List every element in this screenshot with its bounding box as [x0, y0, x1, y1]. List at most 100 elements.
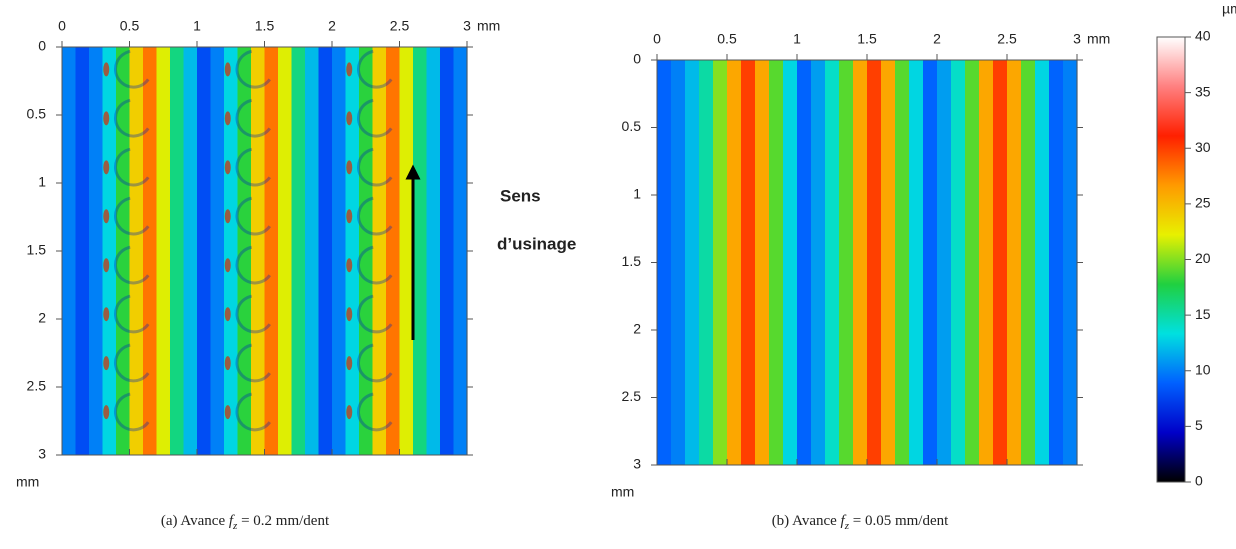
- height-strip: [755, 60, 770, 465]
- tool-mark: [346, 111, 353, 126]
- height-strip: [210, 47, 225, 455]
- tool-mark: [346, 209, 353, 224]
- height-strip: [440, 47, 455, 455]
- height-strip: [825, 60, 840, 465]
- caption-part: f: [841, 513, 847, 529]
- tool-mark: [235, 343, 271, 383]
- tool-mark: [224, 62, 231, 77]
- height-strip: [156, 47, 171, 455]
- y-unit: mm: [16, 474, 39, 490]
- height-strip: [89, 47, 104, 455]
- z-tick-label: 15: [1195, 306, 1211, 322]
- z-tick-label: 25: [1195, 195, 1211, 211]
- height-strip: [1049, 60, 1064, 465]
- height-strip: [853, 60, 868, 465]
- height-strip: [278, 47, 293, 455]
- height-strip: [965, 60, 980, 465]
- tool-mark: [103, 258, 110, 273]
- x-tick-label: 1.5: [857, 31, 877, 47]
- annotation: Sens: [500, 186, 541, 205]
- z-unit: µm: [1222, 1, 1236, 17]
- height-strip: [102, 47, 117, 455]
- height-strip: [993, 60, 1008, 465]
- height-strip: [783, 60, 798, 465]
- tool-mark: [235, 245, 271, 285]
- colorbar: 0 5 10 15 20 25 30 35 40 µm: [1156, 1, 1236, 489]
- tool-mark: [103, 62, 110, 77]
- height-strip: [318, 47, 333, 455]
- height-strip: [685, 60, 700, 465]
- height-strip: [170, 47, 185, 455]
- tool-mark: [224, 160, 231, 175]
- z-tick-label: 40: [1195, 28, 1211, 44]
- height-strip: [291, 47, 306, 455]
- height-strip: [797, 60, 812, 465]
- height-strip: [979, 60, 994, 465]
- y-tick-label: 1: [38, 174, 46, 190]
- height-strip: [224, 47, 239, 455]
- tool-mark: [346, 356, 353, 371]
- height-strip: [372, 47, 387, 455]
- z-tick-label: 10: [1195, 361, 1211, 377]
- y-tick-label: 2.5: [27, 378, 47, 394]
- y-unit: mm: [611, 484, 634, 500]
- height-strip: [197, 47, 212, 455]
- height-strip: [359, 47, 374, 455]
- tool-mark: [224, 405, 231, 420]
- tool-mark: [103, 405, 110, 420]
- tool-mark: [224, 111, 231, 126]
- tool-mark: [113, 98, 150, 138]
- height-strip: [62, 47, 77, 455]
- z-tick-label: 20: [1195, 250, 1211, 266]
- tool-mark: [356, 147, 393, 187]
- tool-mark: [346, 258, 353, 273]
- height-strip: [1035, 60, 1050, 465]
- tool-mark: [113, 196, 150, 236]
- height-strip: [237, 47, 252, 455]
- tool-mark: [356, 196, 393, 236]
- caption-part: = 0.2 mm/dent: [237, 513, 330, 529]
- tool-mark: [103, 209, 110, 224]
- height-strip: [332, 47, 347, 455]
- x-tick-label: 0: [653, 31, 661, 47]
- tool-mark: [356, 343, 393, 383]
- height-strip: [881, 60, 896, 465]
- tool-marks: [103, 49, 393, 432]
- height-strip: [699, 60, 714, 465]
- height-strip: [399, 47, 414, 455]
- caption-part: (b) Avance: [772, 513, 841, 529]
- caption-part: z: [844, 520, 850, 532]
- y-tick-label: 0.5: [622, 118, 642, 134]
- x-tick-label: 0.5: [717, 31, 737, 47]
- tool-mark: [235, 392, 271, 432]
- tool-mark: [103, 160, 110, 175]
- caption: (b) Avance fz = 0.05 mm/dent: [772, 513, 949, 531]
- tool-mark: [113, 294, 150, 334]
- z-tick-label: 0: [1195, 473, 1203, 489]
- x-tick-label: 2: [933, 31, 941, 47]
- x-tick-label: 2.5: [997, 31, 1017, 47]
- tool-mark: [113, 392, 150, 432]
- height-strip: [264, 47, 279, 455]
- tool-mark: [356, 294, 393, 334]
- tool-mark: [346, 62, 353, 77]
- height-strip: [895, 60, 910, 465]
- caption-part: z: [232, 520, 238, 532]
- tool-mark: [224, 307, 231, 322]
- tool-mark: [224, 356, 231, 371]
- y-tick-label: 3: [633, 456, 641, 472]
- height-strip: [143, 47, 158, 455]
- tool-mark: [346, 160, 353, 175]
- height-strip: [741, 60, 756, 465]
- height-strip: [811, 60, 826, 465]
- y-tick-label: 0: [38, 38, 46, 54]
- y-tick-label: 2: [633, 321, 641, 337]
- colorbar-scale: [1156, 36, 1186, 483]
- height-strip: [909, 60, 924, 465]
- x-tick-label: 2.5: [390, 18, 410, 34]
- height-strip: [251, 47, 266, 455]
- y-tick-label: 3: [38, 446, 46, 462]
- tool-mark: [235, 49, 271, 89]
